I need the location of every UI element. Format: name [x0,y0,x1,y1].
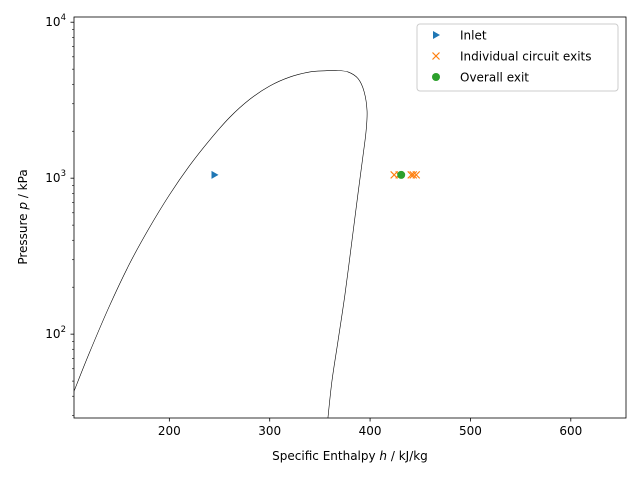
x-tick-label: 500 [459,424,482,438]
x-tick-label: 200 [158,424,181,438]
legend-marker-1 [432,52,440,60]
series-2-point-0 [397,170,406,179]
y-tick-label: 102 [45,325,66,341]
legend-marker-2 [432,73,440,81]
axes: 200 300 400 500 600 102 103 104 [45,13,627,438]
legend: Inlet Individual circuit exits Overall exi… [416,23,619,92]
series-1-point-3 [409,170,418,179]
legend-marker-0 [433,31,440,39]
x-tick-label: 600 [559,424,582,438]
y-tick-label: 103 [45,169,66,185]
legend-entry-1: Individual circuit exits [460,50,591,64]
x-axis-label: Specific Enthalpy h / kJ/kg [272,449,428,463]
series-1-point-4 [412,170,421,179]
legend-entry-0: Inlet [460,29,487,43]
axes-frame [73,16,627,419]
y-tick-label: 104 [45,13,66,29]
series-0-point-0 [211,170,219,179]
plot-area [74,70,421,418]
x-tick-label: 400 [359,424,382,438]
legend-box [416,23,619,92]
legend-entry-2: Overall exit [460,71,529,85]
y-axis-label: Pressure p / kPa [16,169,30,264]
saturation-dome-curve [74,70,368,418]
x-tick-label: 300 [258,424,281,438]
